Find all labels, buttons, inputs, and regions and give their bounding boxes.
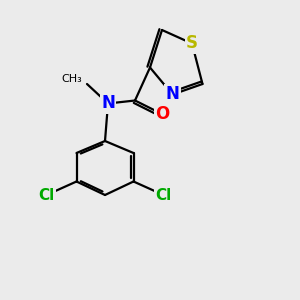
- Text: S: S: [186, 34, 198, 52]
- Text: N: N: [166, 85, 179, 103]
- Text: O: O: [155, 105, 169, 123]
- Text: Cl: Cl: [38, 188, 55, 202]
- Text: CH₃: CH₃: [61, 74, 82, 85]
- Text: N: N: [101, 94, 115, 112]
- Text: Cl: Cl: [155, 188, 172, 202]
